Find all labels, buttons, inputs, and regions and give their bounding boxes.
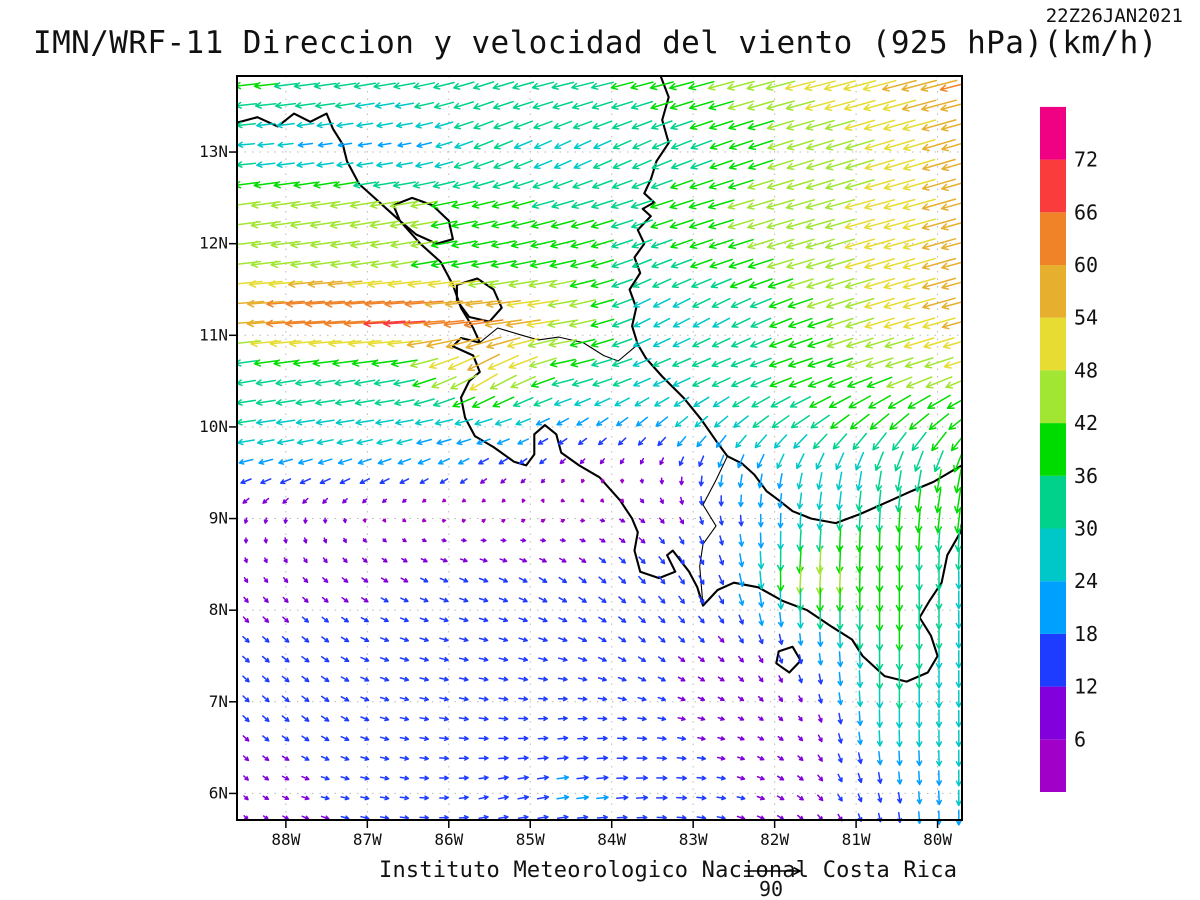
- colorbar-tick-label: 6: [1074, 727, 1086, 751]
- colorbar-segment: [1040, 581, 1066, 634]
- colorbar-tick-label: 66: [1074, 200, 1098, 224]
- colorbar-segment: [1040, 106, 1066, 160]
- institute-credit: Instituto Meteorologico Nacional Costa R…: [379, 858, 957, 883]
- colorbar-tick-label: 30: [1074, 517, 1098, 541]
- colorbar-segment: [1040, 686, 1066, 740]
- x-axis-label: 87W: [353, 830, 382, 849]
- colorbar-segment: [1040, 265, 1066, 318]
- pacific-coast-path: [341, 143, 964, 683]
- colorbar-tick-label: 60: [1074, 253, 1098, 277]
- x-axis-label: 85W: [516, 830, 545, 849]
- x-axis-label: 82W: [760, 830, 789, 849]
- y-axis-label: 12N: [199, 234, 228, 253]
- border-costa-rica-panama-path: [699, 455, 728, 607]
- reference-arrow: [744, 866, 802, 876]
- colorbar-segment: [1040, 739, 1066, 792]
- axis-ticks-and-labels: 88W 87W 86W 85W 84W 83W 82W 81W 80W 6N 7N 8N 9N 10N 11…: [199, 142, 952, 849]
- y-axis-label: 8N: [209, 600, 228, 619]
- caribbean-coast-path: [628, 74, 964, 525]
- colorbar-tick-label: 12: [1074, 675, 1098, 699]
- x-axis-label: 83W: [679, 830, 708, 849]
- x-axis-label: 86W: [434, 830, 463, 849]
- reference-arrow-label: 90: [759, 877, 783, 900]
- reference-arrow-glyph: [744, 866, 802, 876]
- colorbar-tick-label: 36: [1074, 464, 1098, 488]
- colorbar-segment: [1040, 475, 1066, 529]
- colorbar-tick-label: 48: [1074, 358, 1098, 382]
- colorbar-segment: [1040, 633, 1066, 687]
- lake-managua-path: [392, 196, 454, 245]
- y-axis-label: 9N: [209, 509, 228, 528]
- colorbar-segment: [1040, 212, 1066, 265]
- colorbar-segment: [1040, 370, 1066, 424]
- colorbar-segment: [1040, 423, 1066, 476]
- x-axis-label: 80W: [923, 830, 952, 849]
- speed-colorbar: 6 12 18 24 30 36 42 48 54 60 66 72: [1040, 106, 1098, 792]
- y-axis-label: 13N: [199, 142, 228, 161]
- coastline-layer: [235, 74, 964, 683]
- colorbar-tick-label: 42: [1074, 411, 1098, 435]
- chart-title: IMN/WRF-11 Direccion y velocidad del vie…: [33, 25, 1158, 61]
- wind-arrow-field: [237, 79, 962, 826]
- colorbar-tick-label: 24: [1074, 569, 1098, 593]
- colorbar-tick-label: 72: [1074, 148, 1098, 172]
- y-axis-label: 10N: [199, 417, 228, 436]
- y-axis-label: 7N: [209, 692, 228, 711]
- run-timestamp: 22Z26JAN2021: [1046, 5, 1183, 27]
- y-axis-label: 11N: [199, 325, 228, 344]
- coiba-island-path: [775, 645, 802, 674]
- colorbar-tick-label: 54: [1074, 306, 1098, 330]
- colorbar-segment: [1040, 159, 1066, 213]
- x-axis-label: 81W: [842, 830, 871, 849]
- colorbar-tick-label: 18: [1074, 622, 1098, 646]
- x-axis-label: 84W: [597, 830, 626, 849]
- x-axis-label: 88W: [271, 830, 300, 849]
- colorbar-segment: [1040, 317, 1066, 371]
- colorbar-segment: [1040, 528, 1066, 582]
- gulf-of-fonseca-path: [235, 112, 344, 146]
- lat-lon-gridlines: [237, 76, 962, 820]
- map-frame: [236, 75, 963, 821]
- y-axis-label: 6N: [209, 783, 228, 802]
